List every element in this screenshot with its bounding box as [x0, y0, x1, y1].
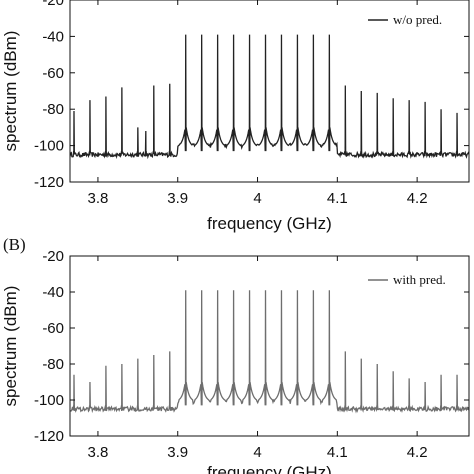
chart-panel-2: -120 -100 -80 -60 -40 -20 3.8 3.9 4 4.1 4.2 frequen… [1, 235, 470, 474]
x-tick-label: 4 [253, 444, 261, 461]
x-tick-label: 4.2 [407, 444, 428, 461]
y-tick-label: -20 [42, 248, 64, 265]
spectrum-series-line [70, 290, 469, 414]
x-tick-label: 3.8 [88, 444, 109, 461]
plot-frame [69, 255, 470, 437]
y-tick-label: -20 [42, 0, 64, 9]
y-tick-label: -40 [42, 28, 64, 45]
x-tick-label: 3.8 [88, 190, 109, 207]
y-tick-label: -40 [42, 284, 64, 301]
panel-label: (B) [3, 235, 26, 254]
legend-label: with pred. [393, 272, 446, 287]
x-tick-label: 3.9 [167, 190, 188, 207]
y-tick-label: -100 [34, 138, 64, 155]
plot-frame [69, 0, 470, 183]
legend-label: w/o pred. [393, 12, 442, 27]
x-axis-title: frequency (GHz) [207, 214, 332, 233]
x-tick-label: 3.9 [167, 444, 188, 461]
spectrum-series-line [70, 34, 469, 160]
y-tick-label: -120 [34, 174, 64, 191]
y-tick-label: -60 [42, 320, 64, 337]
x-axis-title: frequency (GHz) [207, 463, 332, 474]
x-tick-label: 4 [253, 190, 261, 207]
y-axis-title: spectrum (dBm) [1, 286, 20, 407]
y-axis-title: spectrum (dBm) [1, 31, 20, 152]
x-tick-label: 4.1 [327, 444, 348, 461]
y-tick-label: -80 [42, 356, 64, 373]
x-tick-label: 4.2 [407, 190, 428, 207]
y-tick-label: -120 [34, 428, 64, 445]
chart-panel-1: -120 -100 -80 -60 -40 -20 3.8 3.9 4 4.1 4.2 frequen… [1, 0, 470, 233]
y-tick-label: -100 [34, 392, 64, 409]
y-tick-label: -60 [42, 65, 64, 82]
x-tick-label: 4.1 [327, 190, 348, 207]
y-tick-label: -80 [42, 101, 64, 118]
